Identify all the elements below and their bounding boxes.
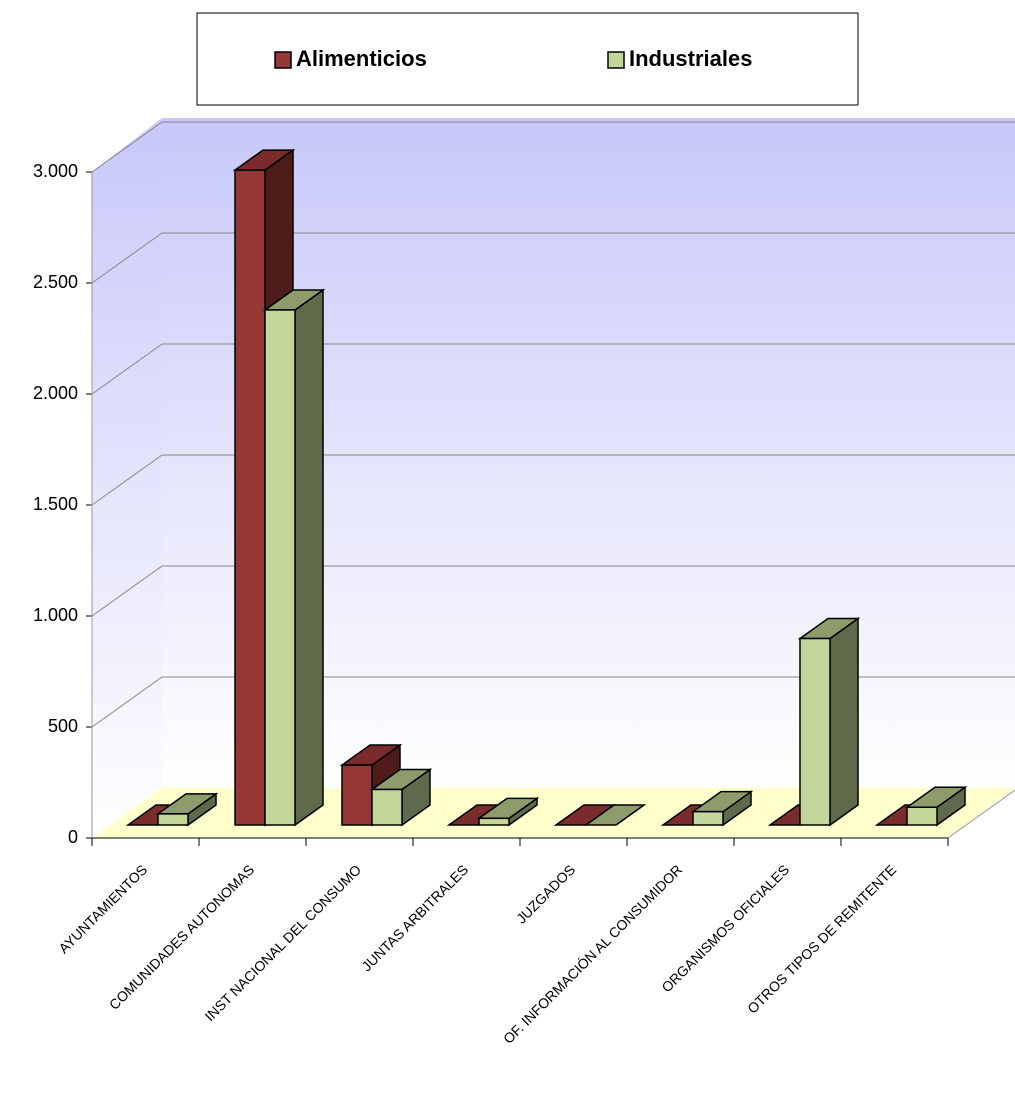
y-tick-label: 1.500 (33, 494, 78, 514)
grid-line (91, 565, 163, 617)
legend-label: Industriales (629, 46, 752, 71)
x-tick-label: JUZGADOS (513, 861, 578, 926)
grid-line (91, 343, 163, 395)
floor-edge (947, 789, 1015, 839)
bar (155, 792, 219, 827)
legend-label: Alimenticios (296, 46, 427, 71)
bar-front (157, 813, 189, 826)
legend-swatch (607, 51, 625, 69)
bar (583, 804, 647, 826)
bar-top (583, 804, 647, 826)
y-tick-label: 2.000 (33, 383, 78, 403)
bar-front (692, 810, 724, 826)
bar-front (799, 637, 831, 826)
grid-line (91, 454, 163, 506)
x-tick-label: ORGANISMOS OFICIALES (658, 861, 792, 995)
floor (92, 788, 1015, 838)
grid-line (91, 232, 163, 284)
bar (262, 288, 326, 827)
bar (476, 796, 540, 827)
x-tick-label: AYUNTAMIENTOS (55, 861, 150, 956)
bar (690, 790, 754, 827)
bar (369, 768, 433, 827)
bar-front (341, 764, 373, 826)
grid-line (91, 121, 163, 173)
bar-side (829, 617, 859, 827)
y-tick-label: 2.500 (33, 272, 78, 292)
y-tick-label: 1.000 (33, 605, 78, 625)
bar-front (264, 309, 296, 826)
legend-box (196, 12, 859, 106)
bar-front (371, 788, 403, 826)
y-tick-label: 500 (48, 716, 78, 736)
bar-front (234, 169, 266, 826)
bar-front (906, 806, 938, 826)
side-wall (92, 118, 162, 838)
y-tick-label: 0 (68, 827, 78, 847)
bar-front (478, 817, 510, 826)
x-tick-label: OF. INFORMACIÓN AL CONSUMIDOR (500, 861, 685, 1046)
grid-line (91, 676, 163, 728)
x-tick-label: JUNTAS ARBITRALES (358, 861, 471, 974)
bar (904, 785, 968, 827)
y-tick-label: 3.000 (33, 161, 78, 181)
bar (797, 617, 861, 827)
bar-side (294, 288, 324, 827)
legend-swatch (274, 51, 292, 69)
